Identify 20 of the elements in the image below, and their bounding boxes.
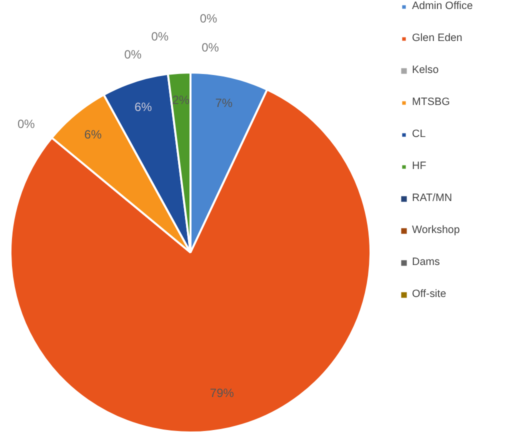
legend-label: Off-site (412, 288, 446, 300)
data-label: 7% (215, 96, 233, 110)
data-label: 6% (134, 100, 152, 114)
text: 0% (202, 40, 219, 54)
legend-label: Admin Office (412, 0, 473, 12)
text: 0% (151, 30, 169, 44)
data-label: 6% (84, 128, 102, 142)
text: 0% (17, 116, 35, 131)
legend-label: HF (412, 160, 428, 172)
text: 0% (124, 48, 142, 62)
legend-label: Glen Eden (412, 32, 462, 44)
legend-label: CL (412, 128, 427, 140)
legend-label: Dams (412, 256, 440, 268)
data-label: 79% (210, 386, 234, 400)
legend-label: Kelso (412, 64, 439, 76)
legend-label: MTSBG (412, 96, 450, 108)
data-label: 2% (172, 92, 190, 107)
text: 0% (200, 12, 218, 26)
legend-label: RAT/MN (412, 192, 452, 204)
legend-label: Workshop (412, 224, 460, 236)
